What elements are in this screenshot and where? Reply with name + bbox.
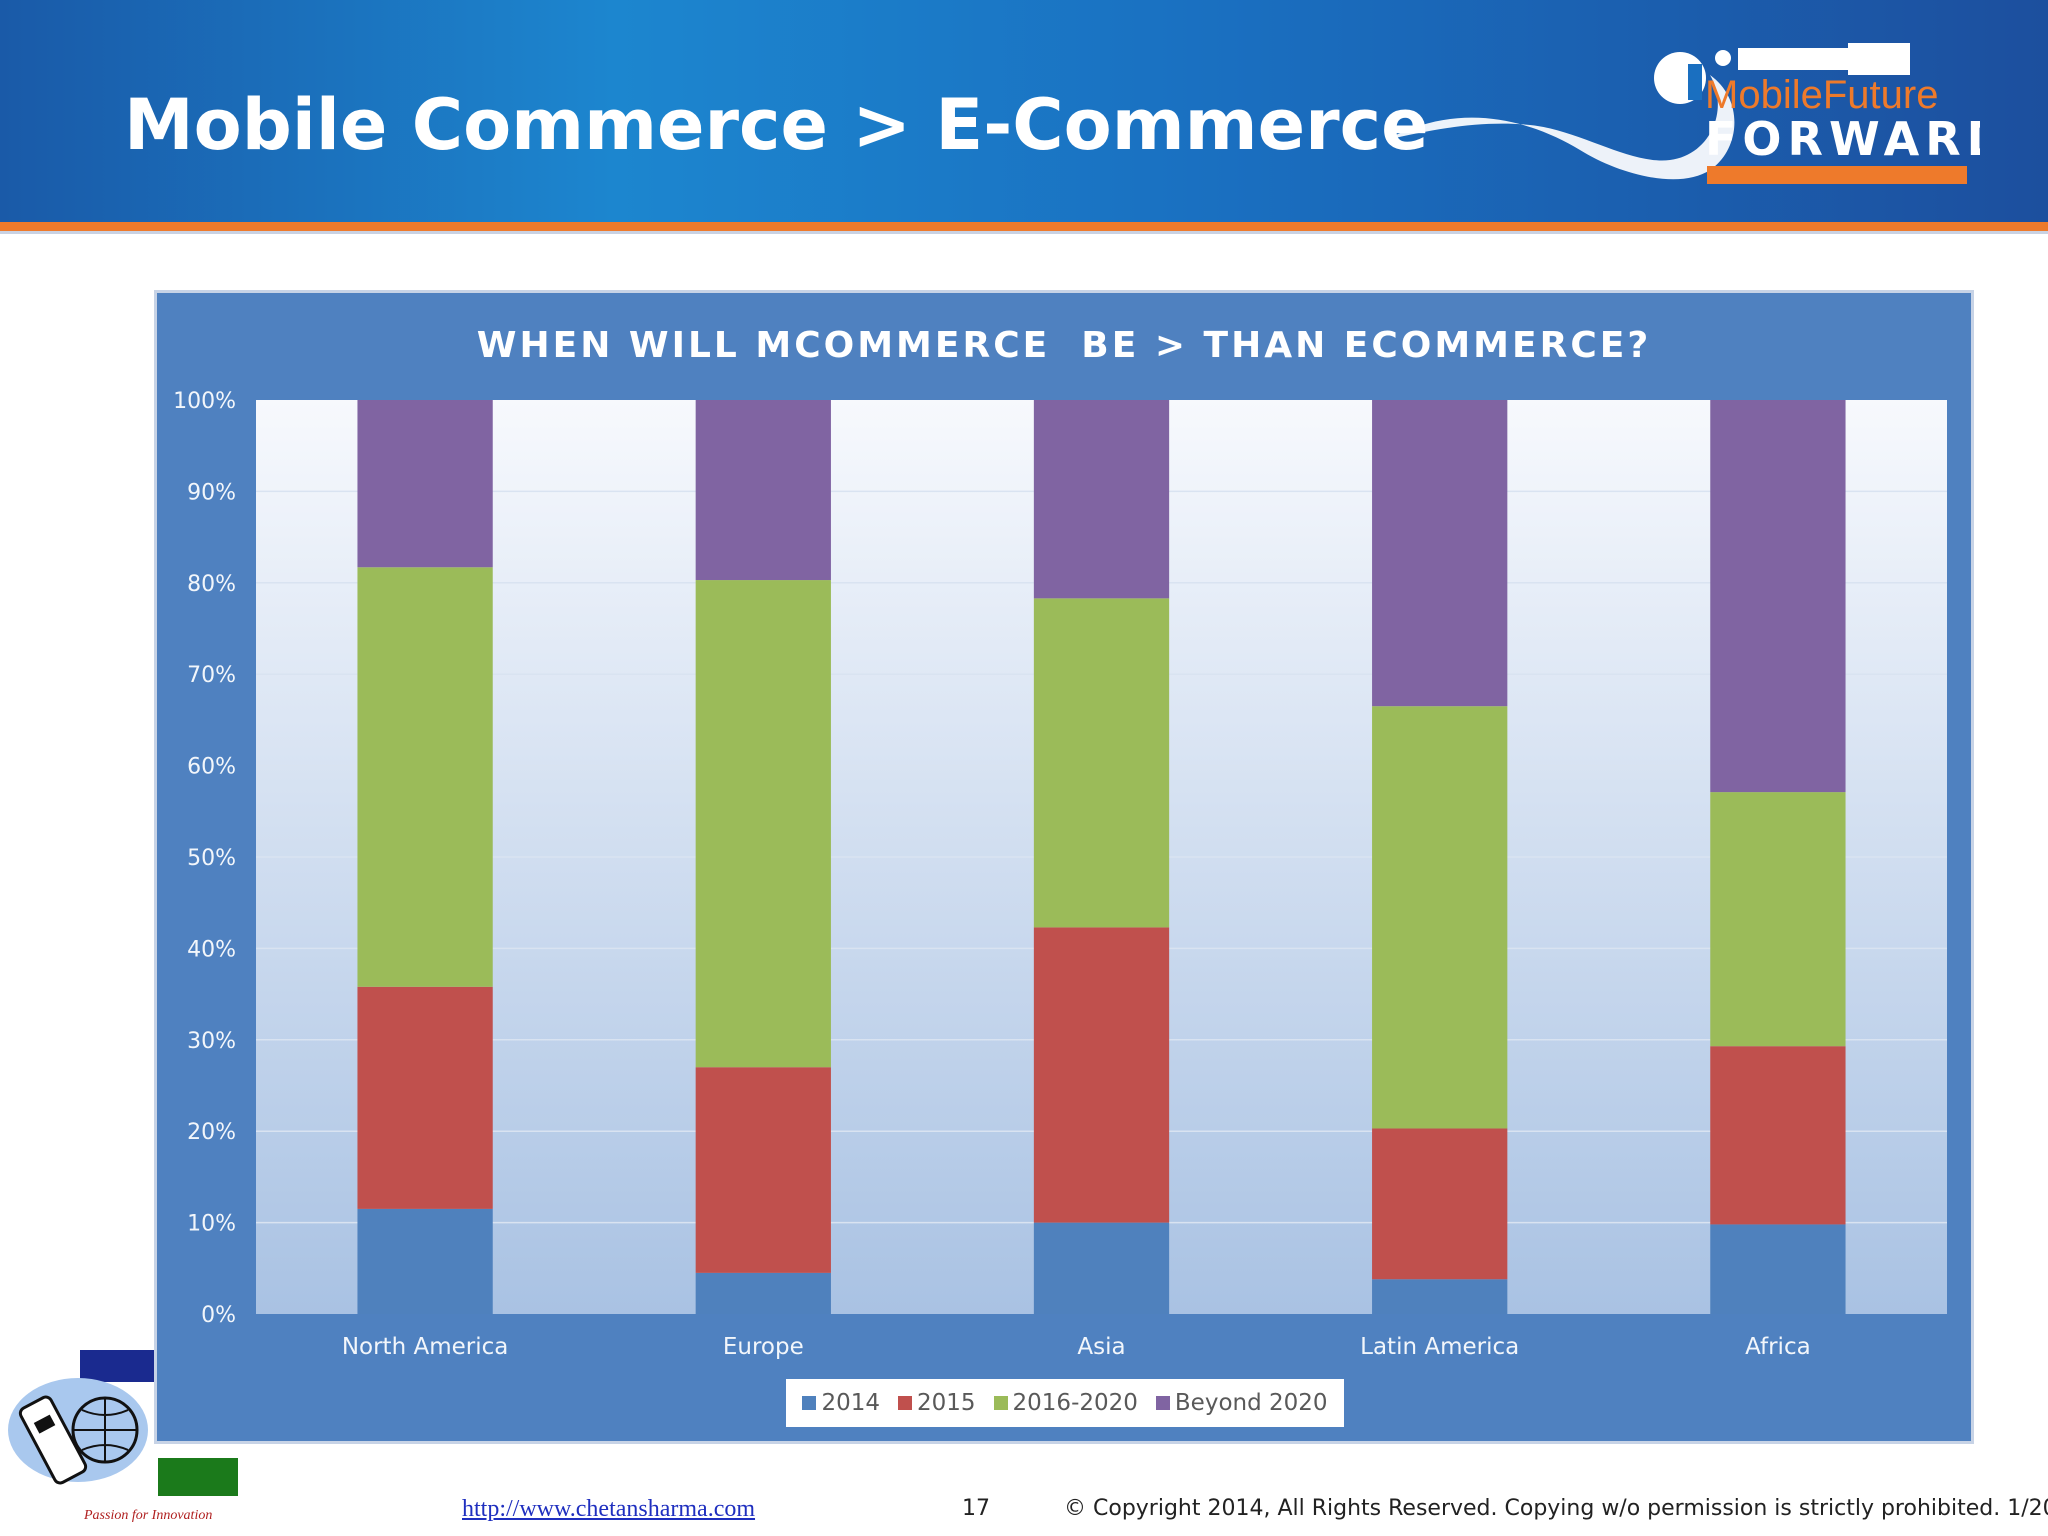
bar-segment [1372,1128,1508,1280]
legend-swatch [1155,1396,1170,1410]
y-tick-label: 70% [187,663,236,688]
legend-swatch [993,1396,1008,1410]
copyright-notice: © Copyright 2014, All Rights Reserved. C… [1064,1496,2048,1521]
y-tick-label: 90% [187,480,236,505]
x-tick-label: Africa [1745,1334,1811,1360]
x-tick-label: Europe [723,1334,804,1360]
bar-segment [695,1067,831,1273]
legend-item-beyond-2020: Beyond 2020 [1155,1390,1328,1416]
chart-panel: WHEN WILL MCOMMERCE BE > THAN ECOMMERCE?… [154,290,1974,1444]
y-tick-label: 0% [201,1303,236,1328]
bar-segment [1710,400,1846,793]
bar-segment [1710,792,1846,1047]
footer-tagline: Passion for Innovation [84,1508,213,1523]
bar-segment [1710,1224,1846,1314]
svg-text:MobileFuture: MobileFuture [1705,73,1938,117]
bar-segment [695,580,831,1068]
chart-legend: 2014 2015 2016-2020 Beyond 2020 [786,1379,1344,1427]
x-tick-label: Asia [1077,1334,1125,1360]
legend-item-2016-2020: 2016-2020 [993,1390,1138,1416]
slide-title: Mobile Commerce > E-Commerce [124,84,1429,166]
bar-segment [1033,400,1170,599]
bar-segment [1372,706,1508,1129]
bar-segment [357,986,493,1209]
footer-website-link[interactable]: http://www.chetansharma.com [462,1496,756,1522]
mobile-future-forward-logo: MobileFuture FORWARD [1386,43,1980,184]
bar-segment [1033,598,1170,928]
bar-segment [357,567,493,987]
bars [357,400,1846,1314]
y-tick-label: 100% [173,389,236,414]
stacked-bar-chart: WHEN WILL MCOMMERCE BE > THAN ECOMMERCE?… [173,325,1947,1360]
x-axis-ticks: North America Europe Asia Latin America Afri… [342,1334,1811,1360]
header-divider [0,231,2048,234]
x-tick-label: Latin America [1360,1334,1519,1360]
bar-segment [1033,1222,1170,1314]
bar-segment [1710,1046,1846,1225]
bar-segment [1372,400,1508,707]
y-tick-label: 80% [187,572,236,597]
bar-segment [1372,1279,1508,1314]
header-accent-stripe [0,222,2048,231]
bar-segment [1033,927,1170,1223]
y-tick-label: 10% [187,1212,236,1237]
legend-label: 2014 [821,1390,880,1416]
svg-text:FORWARD: FORWARD [1705,112,1980,166]
legend-label: 2015 [916,1390,976,1416]
x-tick-label: North America [342,1334,509,1360]
bar-segment [357,400,493,568]
legend-item-2014: 2014 [802,1390,880,1416]
bar-segment [695,400,831,581]
chetan-sharma-consulting-logo [8,1350,238,1496]
legend-item-2015: 2015 [897,1390,976,1416]
chart-title: WHEN WILL MCOMMERCE BE > THAN ECOMMERCE? [477,325,1651,366]
bar-segment [695,1272,831,1314]
y-tick-label: 30% [187,1029,236,1054]
legend-label: Beyond 2020 [1174,1390,1328,1416]
y-tick-label: 40% [187,937,236,962]
page-number: 17 [962,1496,990,1521]
y-tick-label: 60% [187,755,236,780]
y-tick-label: 20% [187,1120,236,1145]
legend-swatch [802,1396,817,1410]
y-axis-ticks: 0% 10% 20% 30% 40% 50% 60% 70% 80% 90% 100% [173,389,236,1328]
legend-swatch [897,1396,912,1410]
slide-header [0,0,2048,222]
bar-segment [357,1208,493,1314]
y-tick-label: 50% [187,846,236,871]
legend-label: 2016-2020 [1012,1390,1138,1416]
